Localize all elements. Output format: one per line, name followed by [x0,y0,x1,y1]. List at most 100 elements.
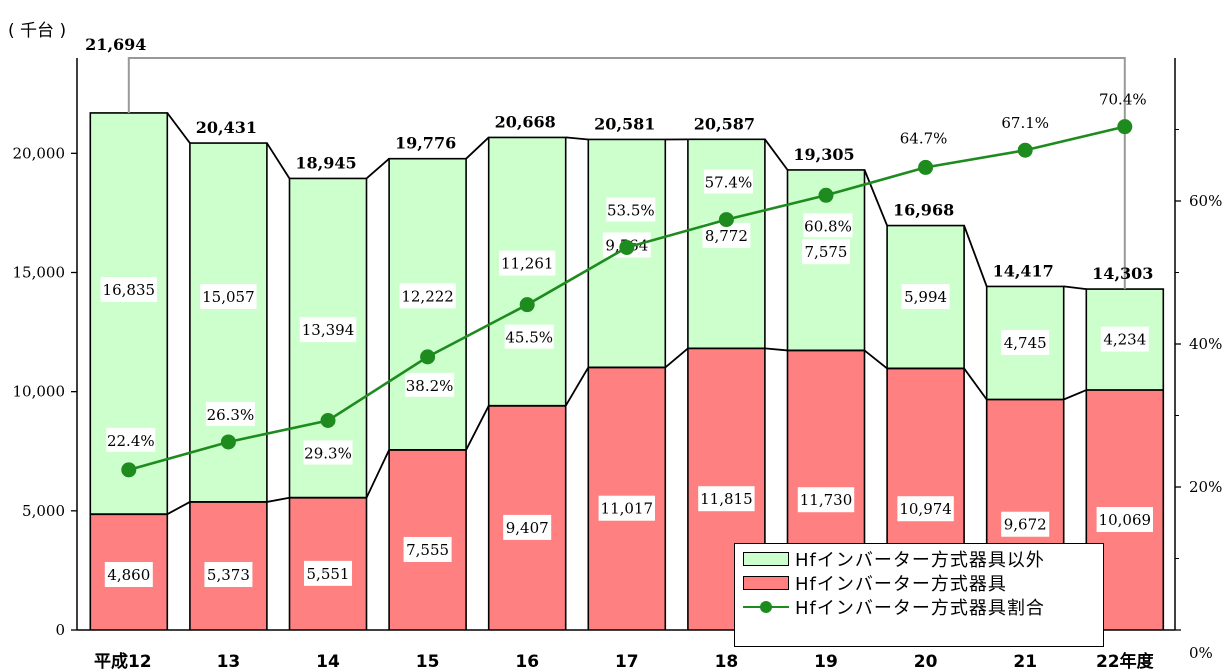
y-tick-label: 5,000 [22,502,65,520]
y2-tick-label: 20% [1189,478,1222,496]
hf-value-label: 10,069 [1099,511,1152,529]
hf-value-label: 5,373 [207,566,250,584]
series-connector-line [664,347,689,369]
y2-tick-label: 0% [1189,644,1213,662]
bar-outline [388,157,467,630]
total-connector-line [365,157,390,180]
series-connector-line [465,405,490,451]
hf-value-label: 9,407 [506,519,549,537]
hf-value-label-bg [897,496,954,522]
series-connector-line [266,496,290,503]
ratio-value-label: 70.4% [1099,91,1147,109]
bar-outline [587,138,667,630]
ratio-value-label-bg [205,401,255,426]
total-value-label: 20,587 [694,114,755,133]
legend-item-other: Hfインバーター方式器具以外 [743,547,1095,571]
ratio-point [220,434,236,450]
bar-outline [189,142,268,630]
total-value-label: 20,581 [594,114,655,133]
total-connector-line [863,169,888,226]
ratio-value-label: 38.2% [406,377,454,395]
series-connector-line [863,349,888,370]
ratio-value-label-bg [405,372,455,397]
total-connector-line [465,136,490,160]
hf-value-label-bg [1001,511,1050,537]
ratio-value-label-bg [606,197,656,222]
x-tick-label: 18 [715,652,739,672]
total-value-label: 21,694 [85,35,146,54]
ratio-point [918,159,934,175]
total-connector-line [764,138,789,171]
legend-label-hf: Hfインバーター方式器具 [795,574,1007,595]
hf-value-label: 4,860 [107,566,150,584]
other-value-label: 4,745 [1004,334,1047,352]
hf-value-label-bg [204,562,253,587]
legend-swatch-other [743,552,789,566]
hf-value-label: 7,555 [406,541,449,559]
ratio-value-label: 53.5% [607,201,655,219]
legend-line-marker-ratio [743,600,789,614]
other-value-label: 12,222 [401,287,454,305]
hf-value-label: 11,815 [700,490,753,508]
ratio-value-label: 60.8% [804,217,852,235]
other-value-label-bg [299,317,357,343]
total-value-label: 14,417 [993,261,1054,280]
bar-other [90,112,168,515]
other-value-label-bg [100,277,157,302]
bar-outline [985,285,1065,630]
total-value-label: 16,968 [893,201,954,220]
other-value-label-bg [499,250,556,276]
total-bracket-line [127,57,1126,290]
bar-outline [487,136,567,630]
y-tick-label: 20,000 [13,144,66,162]
other-value-label: 8,772 [705,227,748,245]
hf-value-label: 10,974 [899,500,952,518]
other-value-label: 16,835 [103,281,156,299]
series-connector-line [365,449,390,499]
total-value-label: 20,668 [495,112,556,131]
bar-outline [288,177,368,630]
other-value-label-bg [802,239,850,265]
total-value-label: 14,303 [1092,264,1153,283]
ratio-point [1117,119,1133,135]
y2-tick-label: 40% [1189,335,1222,353]
hf-value-label-bg [698,486,755,512]
ratio-value-label: 45.5% [505,329,553,347]
total-value-label: 19,305 [793,145,854,164]
x-tick-label: 平成12 [94,651,152,672]
ratio-point [818,187,834,203]
bar-outline [886,224,965,630]
total-connector-line [565,136,589,141]
x-tick-label: 22年度 [1096,651,1155,672]
series-connector-line [764,347,788,352]
x-tick-label: 21 [1013,652,1037,672]
ratio-point [420,349,436,365]
chart-legend: Hfインバーター方式器具以外 Hfインバーター方式器具 Hfインバーター方式器具… [734,543,1104,647]
ratio-value-label-bg [504,324,554,349]
x-tick-label: 14 [316,652,340,672]
series-connector-line [166,501,191,515]
other-value-label-bg [1001,329,1050,355]
other-value-label-bg [200,284,257,309]
series-connector-line [963,367,988,401]
other-value-label: 4,234 [1103,331,1146,349]
legend-item-ratio: Hfインバーター方式器具割合 [743,595,1095,619]
y-tick-label: 0 [55,621,65,639]
hf-value-label-bg [104,562,153,587]
total-connector-line [166,112,191,144]
x-tick-label: 17 [615,652,639,672]
y-tick-label: 10,000 [13,383,66,401]
x-tick-label: 19 [814,652,838,672]
x-tick-label: 16 [515,652,539,672]
ratio-value-label-bg [803,213,853,238]
ratio-point [320,413,336,429]
ratio-point [718,212,734,228]
hf-value-label-bg [598,495,655,521]
hf-value-label: 5,551 [307,565,350,583]
total-value-label: 18,945 [295,153,356,172]
legend-label-other: Hfインバーター方式器具以外 [795,550,1045,571]
ratio-value-label-bg [703,169,753,194]
x-tick-label: 20 [914,652,938,672]
total-value-label: 19,776 [395,134,456,153]
